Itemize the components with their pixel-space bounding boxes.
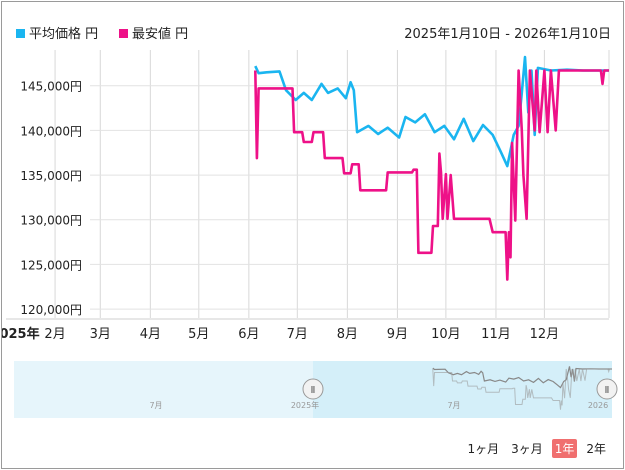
x-tick-label: 5月 xyxy=(188,327,209,342)
y-tick-label: 140,000円 xyxy=(20,124,82,138)
x-tick-label: 2025年 xyxy=(2,326,40,342)
x-tick-label: 8月 xyxy=(337,327,358,342)
navigator-handle-left[interactable] xyxy=(302,378,324,400)
y-tick-label: 135,000円 xyxy=(20,169,82,183)
zoom-button-2[interactable]: 1年 xyxy=(551,439,578,458)
x-tick-label: 3月 xyxy=(90,327,111,342)
navigator-label: 7月 xyxy=(447,401,460,410)
handle-grip-icon: Ⅱ xyxy=(311,385,316,396)
x-tick-label: 9月 xyxy=(387,327,408,342)
legend-average-price[interactable]: 平均価格 円 xyxy=(16,23,98,42)
lowest-price-line xyxy=(254,69,609,281)
zoom-button-0[interactable]: 1ヶ月 xyxy=(467,442,500,456)
x-tick-label: 7月 xyxy=(287,327,308,342)
x-tick-label: 6月 xyxy=(238,327,259,342)
x-tick-label: 4月 xyxy=(140,327,161,342)
navigator-series xyxy=(432,368,612,410)
x-tick-label: 12月 xyxy=(530,327,560,342)
date-range-label: 2025年1月10日 - 2026年1月10日 xyxy=(404,27,611,42)
navigator-label: 2026 xyxy=(588,401,608,410)
y-tick-label: 120,000円 xyxy=(20,303,82,317)
navigator-selection[interactable] xyxy=(313,361,612,418)
zoom-selector: 1ヶ月 3ヶ月 1年 2年 xyxy=(464,439,609,458)
x-tick-label: 2月 xyxy=(44,327,65,342)
navigator-label: 2025年 xyxy=(291,400,319,410)
legend-label-average: 平均価格 円 xyxy=(29,27,99,42)
zoom-button-1[interactable]: 3ヶ月 xyxy=(511,442,543,456)
navigator-label: 7月 xyxy=(149,401,162,410)
navigator-handle-right[interactable] xyxy=(596,378,618,400)
legend-lowest-price[interactable]: 最安値 円 xyxy=(119,23,188,42)
x-tick-label: 11月 xyxy=(481,327,511,342)
y-tick-label: 145,000円 xyxy=(20,80,82,94)
legend-swatch-lowest xyxy=(119,29,128,38)
zoom-button-3[interactable]: 2年 xyxy=(586,442,606,456)
x-tick-label: 10月 xyxy=(431,327,461,342)
legend-label-lowest: 最安値 円 xyxy=(132,27,189,42)
y-tick-label: 125,000円 xyxy=(20,258,82,272)
legend-swatch-average xyxy=(16,29,25,38)
y-tick-label: 130,000円 xyxy=(20,214,82,228)
handle-grip-icon: Ⅱ xyxy=(605,385,610,396)
